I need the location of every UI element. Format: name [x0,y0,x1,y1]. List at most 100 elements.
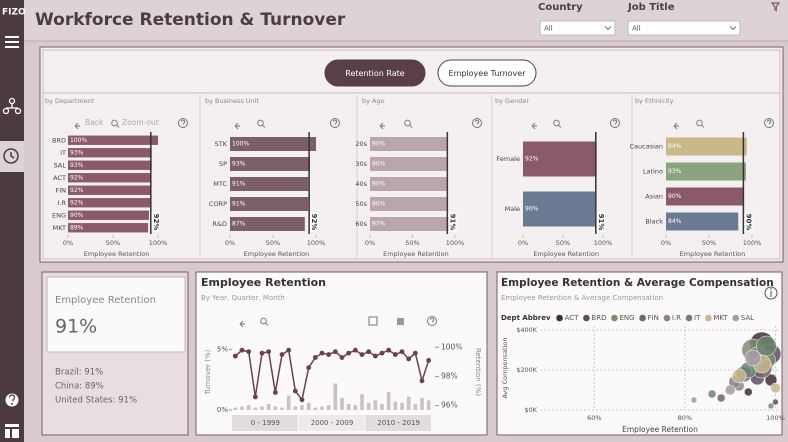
legend-swatch[interactable] [639,314,646,322]
turnover-bar[interactable] [293,406,298,410]
turnover-bar[interactable] [280,407,284,410]
turnover-bar[interactable] [233,407,238,410]
retention-point[interactable] [366,349,372,355]
retention-point[interactable] [332,349,338,355]
org-icon[interactable] [2,97,22,115]
legend-swatch[interactable] [685,314,693,322]
turnover-bar[interactable] [246,405,251,410]
retention-point[interactable] [266,349,272,355]
bar[interactable] [230,157,310,171]
retention-point[interactable] [246,349,252,355]
zoom-icon[interactable] [257,119,264,127]
turnover-bar[interactable] [326,405,331,410]
retention-point[interactable] [232,353,238,359]
zoom-icon[interactable] [111,119,118,127]
help-icon[interactable] [610,118,620,128]
bar[interactable] [523,141,597,177]
retention-point[interactable] [386,347,392,353]
retention-point[interactable] [352,347,358,353]
calendar-icon[interactable] [368,316,378,326]
bar[interactable] [370,177,447,191]
retention-point[interactable] [319,350,325,356]
bar[interactable] [68,173,151,183]
bubble[interactable] [707,389,717,399]
back-icon[interactable] [673,122,679,130]
help-icon[interactable] [178,118,188,128]
zoom-icon[interactable] [553,119,560,127]
retention-point[interactable] [379,350,385,356]
bubble[interactable] [716,393,726,403]
toggle-button[interactable] [324,59,426,87]
help-icon[interactable] [330,118,340,128]
bar[interactable] [230,217,305,231]
turnover-bar[interactable] [400,402,404,410]
retention-point[interactable] [339,355,345,360]
retention-point[interactable] [312,355,318,360]
bar[interactable] [666,137,747,156]
legend-swatch[interactable] [732,314,740,322]
bar[interactable] [68,210,149,220]
turnover-bar[interactable] [306,402,311,410]
bar[interactable] [68,148,152,158]
retention-point[interactable] [299,397,305,403]
retention-point[interactable] [372,353,378,359]
help-icon[interactable] [5,393,19,407]
retention-point[interactable] [292,388,298,394]
legend-swatch[interactable] [705,314,712,322]
retention-point[interactable] [399,349,405,355]
bar[interactable] [68,223,149,233]
bubble[interactable] [731,368,747,384]
turnover-bar[interactable] [366,402,371,410]
retention-point[interactable] [239,347,245,353]
legend-swatch[interactable] [583,314,590,322]
bar[interactable] [370,217,453,231]
retention-point[interactable] [279,352,285,357]
turnover-bar[interactable] [353,405,358,410]
bar[interactable] [230,137,316,151]
retention-point[interactable] [419,378,425,384]
bar[interactable] [230,177,309,191]
back-icon[interactable] [74,122,80,130]
bar[interactable] [523,191,595,227]
turnover-bar[interactable] [253,407,258,410]
turnover-bar[interactable] [320,406,324,410]
menu-icon[interactable] [5,36,19,48]
turnover-bar[interactable] [426,400,431,410]
legend-swatch[interactable] [556,314,563,322]
bubble[interactable] [724,384,736,396]
retention-point[interactable] [306,365,312,371]
back-icon[interactable] [379,122,385,130]
bubble[interactable] [690,396,698,404]
turnover-bar[interactable] [346,403,351,410]
turnover-bar[interactable] [413,403,418,410]
back-icon[interactable] [531,122,537,130]
help-icon[interactable] [427,316,437,326]
bubble[interactable] [744,349,762,367]
retention-point[interactable] [286,347,292,353]
turnover-bar[interactable] [333,383,338,410]
toggle-button[interactable] [437,59,537,87]
turnover-bar[interactable] [300,405,304,410]
retention-point[interactable] [272,390,278,395]
filter-dropdown[interactable] [539,20,616,36]
info-icon[interactable] [764,286,778,300]
back-icon[interactable] [239,320,245,328]
turnover-bar[interactable] [240,406,244,410]
bar[interactable] [68,160,152,170]
bubble[interactable] [756,335,777,357]
turnover-bar[interactable] [286,395,291,410]
turnover-bar[interactable] [260,406,264,410]
retention-point[interactable] [359,352,365,357]
turnover-bar[interactable] [380,403,384,410]
zoom-icon[interactable] [696,119,703,127]
bar[interactable] [68,135,158,145]
help-icon[interactable] [764,118,774,128]
bar[interactable] [666,212,739,231]
legend-swatch[interactable] [663,314,671,322]
bar[interactable] [68,198,151,208]
turnover-bar[interactable] [360,394,364,410]
turnover-bar[interactable] [266,403,271,410]
retention-point[interactable] [252,394,258,400]
turnover-bar[interactable] [386,391,391,410]
retention-point[interactable] [326,352,332,357]
